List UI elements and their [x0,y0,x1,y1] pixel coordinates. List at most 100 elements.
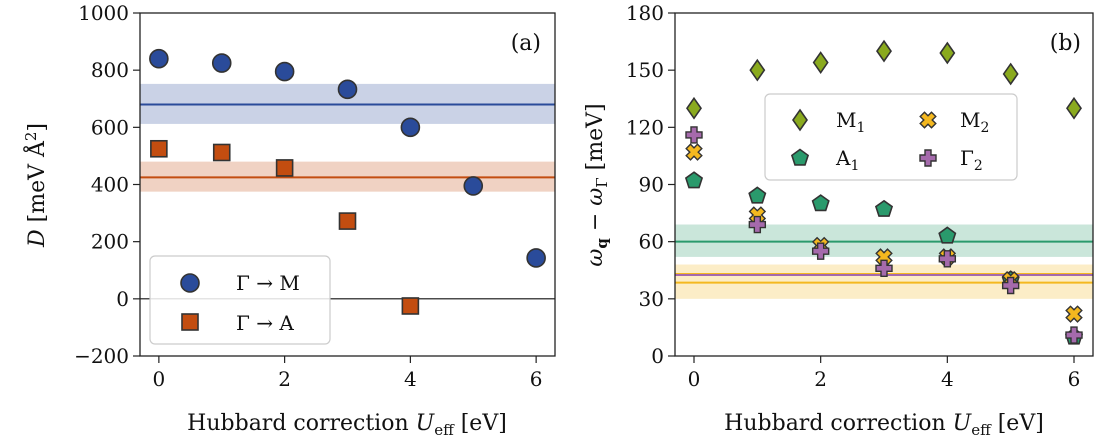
y-tick-label-a-6: 1000 [78,1,129,25]
y-axis-label-b: ωq − ωΓ [meV] [583,103,611,266]
y-tick-label-b-3: 90 [639,173,664,197]
point-b-m2-6 [1065,305,1083,323]
point-b-2-1 [748,215,767,234]
x-tick-label-a-4: 4 [404,367,417,391]
point-b-a1-3 [874,199,894,217]
x-tick-label-b-0: 0 [688,367,701,391]
x-tick-label-a-2: 2 [278,367,291,391]
y-tick-label-b-6: 180 [626,1,664,25]
y-tick-label-a-2: 200 [91,230,129,254]
point-a-m-6 [526,248,546,268]
point-a-a-3 [338,212,357,230]
point-b-m1-6 [1066,96,1082,120]
x-axis-label-unit-a: [eV] [454,411,507,436]
legend-label-m1-sub: 1 [856,120,865,136]
legend-label-a1-main: A [835,146,851,170]
point-a-m-1 [211,53,232,73]
legend-markers-b [790,108,937,167]
legend-label-gamma2-sub: 2 [974,158,983,174]
y-tick-label-a-4: 600 [91,115,129,139]
legend-b: M1 A1 M2 Γ2 [764,93,1018,181]
point-b-a1-2 [811,194,830,212]
y-axis-label-sym1-b: ω [583,249,608,267]
point-b-2-3 [875,259,893,278]
x-axis-label-sub-b: eff [971,421,992,439]
y-tick-label-a-5: 800 [91,58,129,82]
x-tick-label-a-0: 0 [152,367,165,391]
legend-label-gamma-a: Γ → A [236,311,294,335]
x-tick-label-a-6: 6 [530,367,543,391]
point-b-a1-4 [938,226,957,244]
legend-label-m2-sub: 2 [980,120,989,136]
legend-label-gamma2: Γ2 [960,146,983,174]
x-axis-label-sym-b: U [953,411,973,436]
y-axis-label-sym2-b: ω [583,188,608,206]
x-axis-label-unit-b: [eV] [991,411,1044,436]
point-a-m-3 [337,79,358,100]
point-a-m-0 [149,48,169,69]
y-axis-label-a: D [meV Å2] [22,123,50,248]
legend-markers-a [180,273,200,331]
point-a-a-4 [401,297,420,315]
marks-a [149,48,546,315]
x-tick-label-b-2: 2 [814,367,827,391]
point-b-m1-4 [939,41,956,65]
ticks-a: 0 2 4 6 −200 0 200 400 600 800 1000 [74,1,542,391]
x-tick-label-b-4: 4 [941,367,954,391]
legend-label-m2: M2 [960,108,989,136]
x-axis-label-a: Hubbard correction Ueff [eV] [187,411,507,439]
legend-marker-a1 [790,148,810,166]
legend-marker-gamma-a [181,313,199,331]
legend-a: Γ → M Γ → A [149,255,331,345]
point-b-a1-0 [684,171,704,189]
legend-label-m1-main: M [836,108,856,132]
point-a-a-0 [150,139,168,158]
y-tick-label-b-5: 150 [626,58,664,82]
point-b-2-6 [1065,326,1083,344]
y-axis-label-unit-b: [meV] [583,103,608,177]
panel-a: 0 2 4 6 −200 0 200 400 600 800 1000 (a) Hubbard co… [22,1,556,439]
point-b-a1-1 [748,186,767,204]
panel-label-a: (a) [511,31,541,56]
point-b-2-2 [811,242,830,260]
x-axis-label-text-a: Hubbard correction [187,411,415,436]
x-axis-label-text-b: Hubbard correction [724,411,952,436]
y-axis-label-sub1-b: q [593,238,611,249]
legend-label-gamma2-main: Γ [960,146,974,170]
y-tick-label-b-4: 120 [626,115,664,139]
y-tick-label-a-0: −200 [74,344,129,368]
y-tick-label-b-1: 30 [639,287,664,311]
point-a-m-2 [274,61,295,82]
axes-frame-b [674,12,1094,357]
legend-marker-m1 [792,108,808,132]
point-a-m-4 [400,117,421,138]
point-a-a-2 [275,159,294,177]
x-axis-label-sub-a: eff [434,421,455,439]
x-axis-label-sym-a: U [416,411,436,436]
legend-marker-gamma2 [919,149,937,167]
y-axis-label-close-a: ] [25,123,50,132]
y-axis-label-mid-b: − [583,206,608,238]
y-axis-label-sub2-b: Γ [593,177,611,187]
point-b-m2-0 [685,143,703,161]
marks-b [684,39,1084,345]
bands-b [675,224,1093,299]
point-b-m1-0 [686,96,702,120]
legend-box-b [764,93,1018,181]
point-a-a-1 [212,143,231,162]
x-tick-label-b-6: 6 [1068,367,1081,391]
legend-label-m2-main: M [960,108,980,132]
y-tick-label-b-0: 0 [651,344,664,368]
point-b-2-0 [685,126,703,144]
y-tick-label-a-1: 0 [116,287,129,311]
point-b-m1-1 [749,58,766,82]
y-tick-label-a-3: 400 [91,173,129,197]
point-b-m1-2 [812,51,829,74]
point-b-m1-3 [876,39,892,63]
legend-label-a1-sub: 1 [850,158,859,174]
point-b-2-5 [1001,276,1020,295]
panel-label-b: (b) [1050,31,1081,56]
